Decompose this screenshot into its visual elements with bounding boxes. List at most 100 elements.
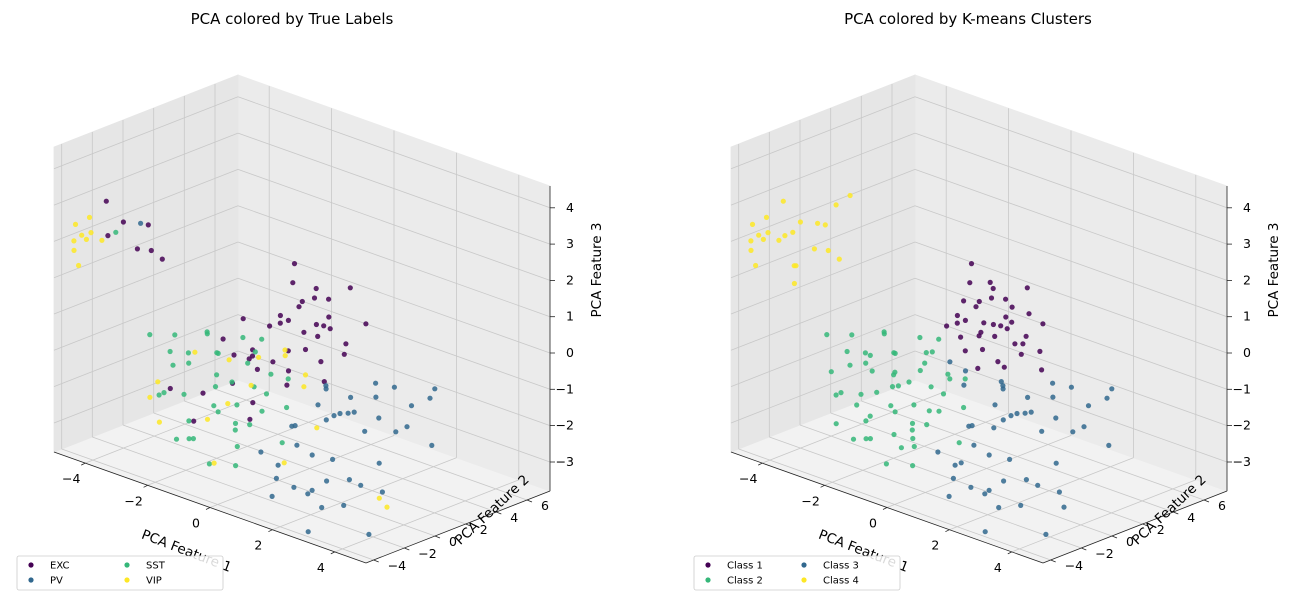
grid-line-z [914, 132, 1228, 245]
data-point [898, 445, 905, 451]
data-point [331, 413, 337, 419]
data-point [301, 384, 307, 390]
grid-line-z [237, 132, 551, 245]
data-point [891, 350, 897, 356]
legend-label: Class 2 [727, 576, 763, 587]
data-point [273, 475, 279, 481]
data-point [341, 502, 347, 508]
data-point [1001, 478, 1007, 484]
data-point [323, 383, 329, 389]
series-sst [113, 229, 291, 469]
data-point [315, 333, 321, 339]
data-point [200, 390, 206, 396]
series-class-3 [935, 359, 1115, 538]
data-point [962, 348, 968, 354]
data-point [1001, 364, 1007, 370]
data-point [1023, 333, 1029, 339]
grid-line-z [914, 169, 1228, 281]
data-point [763, 214, 770, 220]
data-point [147, 394, 153, 400]
data-point [427, 395, 433, 401]
data-point [975, 365, 981, 371]
data-point [892, 409, 898, 415]
x-tick-label: 2 [254, 538, 262, 553]
data-point [259, 336, 265, 342]
data-point [1007, 456, 1013, 462]
grid-line-z [730, 277, 916, 351]
x-tick [143, 484, 148, 488]
data-point [1109, 386, 1115, 392]
data-point [214, 372, 220, 378]
data-point [922, 360, 928, 366]
data-point [958, 460, 964, 466]
data-point [958, 334, 964, 340]
data-point [833, 202, 839, 208]
grid-line-z [53, 241, 239, 315]
grid-line-z [730, 350, 916, 424]
y-tick-label: −4 [1065, 558, 1083, 573]
data-point [1018, 351, 1024, 357]
legend-marker [801, 562, 807, 568]
data-point [962, 317, 969, 323]
data-point [337, 410, 343, 417]
data-point [268, 371, 274, 377]
data-point [891, 431, 897, 438]
data-point [167, 348, 173, 355]
x-tick [758, 462, 763, 466]
data-point [850, 436, 857, 442]
data-point [159, 256, 165, 262]
grid-line-x [824, 412, 1009, 486]
data-point [324, 478, 330, 484]
data-point [895, 383, 902, 389]
data-point [1018, 502, 1024, 508]
data-point [991, 425, 997, 431]
grid-line-y [92, 436, 405, 549]
data-point [947, 376, 953, 382]
data-point [928, 384, 934, 390]
data-point [148, 247, 154, 254]
grid-line-x [334, 479, 519, 553]
data-point [1039, 428, 1045, 434]
z-tick-label: −1 [1233, 381, 1251, 396]
grid-line-y [122, 424, 436, 537]
data-point [1039, 367, 1045, 373]
grid-line-z [237, 169, 551, 281]
data-point [982, 529, 988, 535]
x-tick-label: −2 [124, 493, 142, 508]
data-point [275, 462, 281, 468]
data-point [231, 352, 237, 358]
data-point [314, 425, 320, 431]
data-point [105, 233, 111, 239]
data-point [961, 404, 967, 411]
grid-line-y [153, 412, 466, 525]
data-point [863, 418, 869, 424]
data-point [910, 435, 916, 442]
data-point [83, 236, 89, 242]
legend-label: Class 4 [823, 576, 859, 587]
z-tick-label: −1 [556, 381, 574, 396]
data-point [883, 461, 890, 467]
z-tick-label: −2 [1233, 418, 1251, 433]
data-point [120, 219, 126, 225]
data-point [1106, 442, 1112, 448]
data-point [404, 424, 410, 430]
data-point [391, 384, 397, 390]
data-point [968, 261, 975, 267]
data-point [156, 392, 162, 398]
data-point [432, 386, 438, 392]
data-point [315, 402, 321, 408]
data-point [748, 247, 754, 253]
data-point [990, 321, 997, 328]
data-point [88, 230, 94, 236]
grid-line-z [914, 277, 1228, 390]
data-point [998, 379, 1004, 385]
z-tick-label: −2 [556, 418, 574, 433]
data-point [996, 504, 1002, 511]
legend-box [693, 555, 901, 591]
data-point [326, 296, 332, 302]
data-point [299, 298, 305, 305]
y-tick-label: −2 [418, 546, 436, 561]
y-tick [1050, 559, 1056, 563]
data-point [1024, 285, 1030, 291]
data-point [259, 408, 265, 414]
